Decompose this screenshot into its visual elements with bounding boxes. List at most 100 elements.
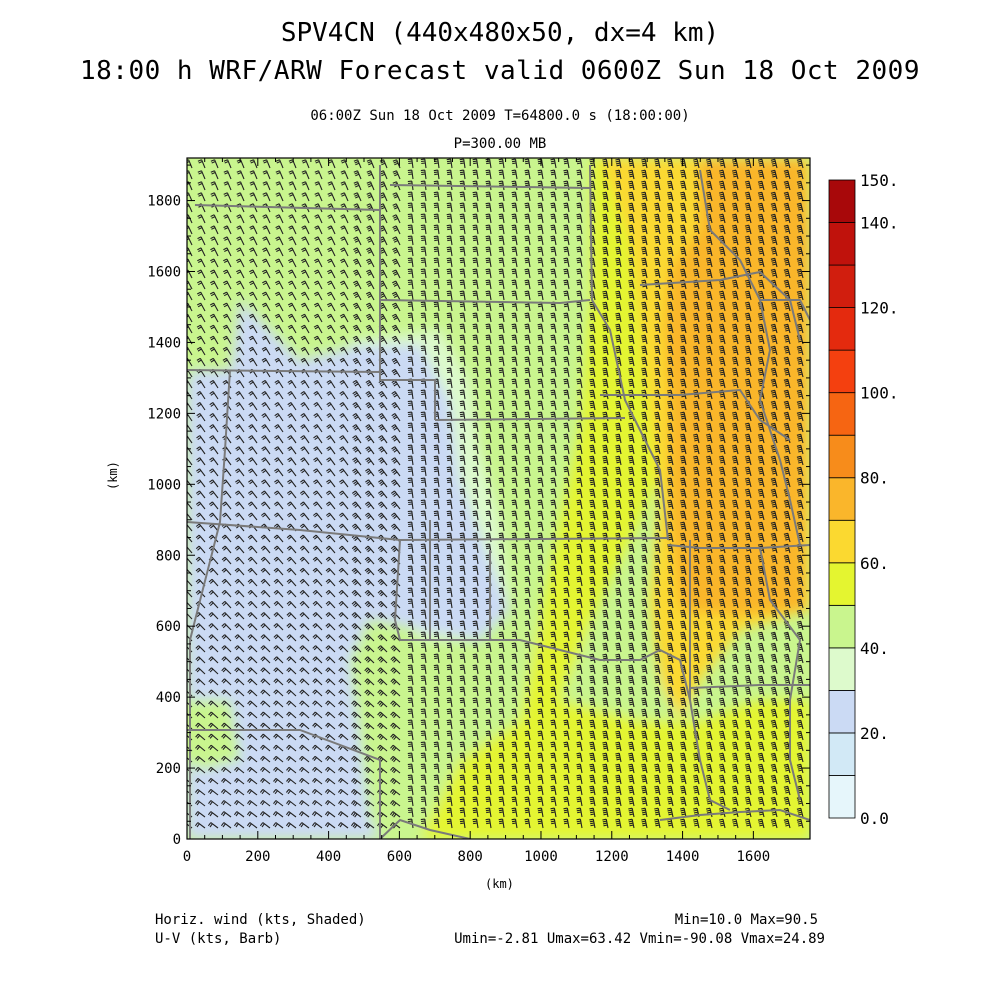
wind-barb (602, 433, 609, 444)
wind-barb (550, 213, 557, 224)
wind-barb (524, 796, 531, 807)
wind-barb (350, 811, 362, 818)
wind-barb (796, 246, 804, 257)
wind-barb (783, 411, 791, 422)
wind-barb (312, 600, 323, 609)
wind-barb (744, 301, 752, 312)
wind-barb (235, 424, 245, 433)
wind-barb (550, 620, 557, 631)
wind-barb (261, 479, 271, 488)
wind-barb (511, 345, 518, 356)
wind-barb (563, 774, 570, 785)
wind-barb (641, 488, 648, 499)
wind-barb (299, 545, 310, 554)
wind-barb (628, 642, 635, 653)
wind-barb (338, 634, 349, 642)
wind-barb (783, 609, 791, 620)
wind-barb (602, 466, 609, 477)
wind-barb (563, 477, 570, 488)
wind-barb (459, 697, 466, 708)
wind-barb (273, 667, 284, 675)
wind-barb (537, 323, 544, 334)
wind-barb (654, 686, 661, 697)
wind-barb (420, 444, 427, 455)
wind-barb (641, 620, 648, 631)
wind-barb (352, 468, 362, 477)
wind-barb (459, 378, 466, 389)
wind-barb (286, 589, 297, 598)
wind-barb (247, 612, 258, 620)
wind-barb (731, 235, 739, 246)
wind-barb (274, 446, 284, 455)
wind-barb (287, 446, 297, 455)
wind-barb (680, 774, 687, 785)
wind-barb (261, 468, 271, 477)
wind-barb (366, 181, 375, 191)
wind-barb (498, 334, 505, 345)
wind-barb (351, 589, 362, 598)
wind-barb (273, 623, 284, 631)
wind-barb (274, 479, 284, 488)
wind-barb (288, 258, 297, 268)
wind-barb (537, 268, 544, 279)
wind-barb (731, 620, 739, 631)
wind-barb (485, 653, 492, 664)
wind-barb (718, 422, 726, 433)
wind-barb (537, 576, 544, 587)
wind-barb (667, 455, 674, 466)
wind-barb (389, 811, 401, 818)
wind-barb (731, 455, 739, 466)
wind-barb (654, 466, 661, 477)
wind-barb (731, 246, 739, 257)
wind-barb (301, 192, 310, 202)
wind-barb (378, 435, 388, 444)
wind-barb (783, 763, 791, 774)
wind-barb (390, 523, 401, 532)
wind-barb (313, 413, 323, 422)
wind-barb (420, 422, 427, 433)
wind-barb (550, 367, 557, 378)
wind-barb (313, 479, 323, 488)
wind-barb (615, 246, 622, 257)
wind-barb (301, 258, 310, 268)
wind-barb (667, 730, 674, 741)
wind-barb (273, 556, 284, 565)
wind-barb (472, 818, 479, 829)
wind-barb (286, 733, 297, 741)
wind-barb (563, 543, 570, 554)
wind-barb (524, 642, 531, 653)
wind-barb (433, 158, 440, 169)
wind-barb (390, 777, 401, 785)
wind-barb (274, 413, 284, 422)
wind-barb (260, 800, 271, 807)
wind-barb (407, 774, 414, 785)
wind-barb (312, 490, 323, 499)
wind-barb (550, 752, 557, 763)
wind-barb (433, 488, 440, 499)
wind-barb (705, 455, 713, 466)
wind-barb (485, 345, 492, 356)
wind-barb (472, 224, 479, 235)
wind-barb (511, 587, 518, 598)
wind-barb (459, 279, 466, 290)
wind-barb (602, 796, 609, 807)
wind-barb (550, 796, 557, 807)
wind-barb (472, 158, 479, 169)
wind-barb (286, 578, 297, 587)
wind-barb (744, 752, 752, 763)
wind-barb (537, 169, 544, 180)
wind-barb (550, 708, 557, 719)
wind-barb (446, 697, 453, 708)
wind-barb (731, 466, 739, 477)
wind-barb (274, 468, 284, 477)
wind-barb (641, 653, 648, 664)
wind-barb (248, 302, 258, 312)
wind-barb (392, 192, 401, 202)
wind-barb (325, 800, 336, 807)
wind-barb (770, 400, 778, 411)
wind-barb (770, 774, 778, 785)
wind-barb (223, 280, 232, 290)
wind-barb (628, 730, 635, 741)
wind-barb (313, 313, 323, 323)
wind-barb (340, 203, 349, 213)
